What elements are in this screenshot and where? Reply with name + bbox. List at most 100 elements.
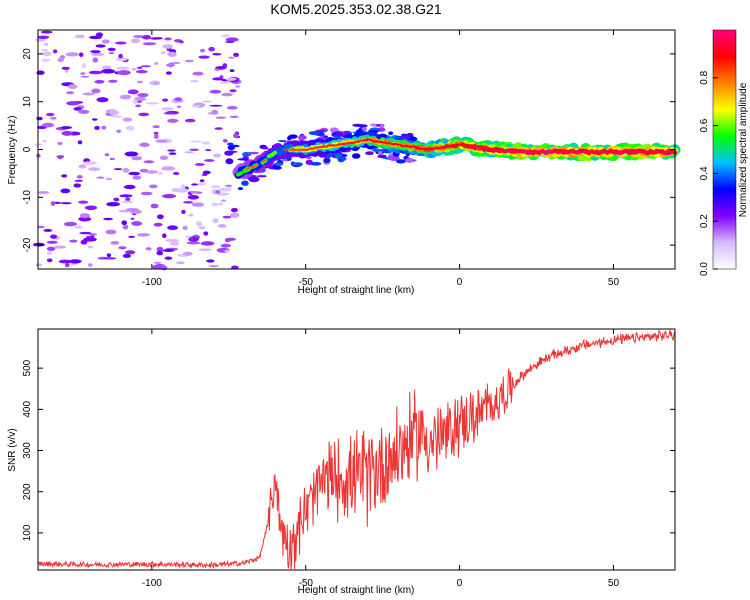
- spectrogram-noise-mark: [164, 37, 172, 41]
- spectrogram-noise-mark: [166, 71, 172, 75]
- spectrogram-noise-mark: [122, 224, 129, 230]
- spectrogram-noise-mark: [108, 79, 118, 83]
- spectrogram-noise-mark: [103, 257, 117, 260]
- spectrogram-noise-mark: [50, 234, 58, 239]
- spectrogram-noise-mark: [37, 35, 50, 39]
- spectrogram-noise-mark: [121, 200, 134, 204]
- spectrogram-noise-mark: [92, 57, 99, 63]
- spectrogram-x-ticks: -100 -50 0 50: [142, 30, 619, 288]
- spectrogram-noise-mark: [65, 263, 70, 268]
- spectrogram-noise-mark: [224, 238, 231, 243]
- spectrogram-noise-mark: [191, 183, 199, 186]
- spectrogram-noise-mark: [181, 184, 186, 190]
- spectrogram-y-tick-label: -10: [22, 190, 33, 205]
- spectrogram-transition-mark: [225, 158, 234, 165]
- spectrogram-noise-mark: [121, 220, 127, 225]
- spectrogram-noise-mark: [185, 59, 194, 63]
- spectrogram-noise-mark: [142, 35, 152, 40]
- spectrogram-noise-mark: [229, 89, 237, 93]
- spectrogram-ridge-segment: [504, 150, 510, 153]
- spectrogram-noise-mark: [164, 256, 173, 260]
- spectrogram-transition-mark: [352, 123, 363, 127]
- spectrogram-noise-mark: [161, 166, 176, 171]
- spectrogram-transition-mark: [323, 135, 329, 138]
- spectrogram-noise-mark: [189, 236, 194, 241]
- spectrogram-transition-mark: [241, 180, 249, 186]
- spectrogram-noise-mark: [145, 247, 152, 251]
- spectrogram-noise-mark: [46, 240, 58, 244]
- spectrogram-noise-mark: [132, 99, 138, 104]
- spectrogram-noise-mark: [184, 151, 194, 154]
- spectrogram-noise-mark: [218, 202, 223, 206]
- spectrogram-noise-mark: [212, 218, 219, 224]
- spectrogram-noise-mark: [138, 112, 150, 117]
- spectrogram-noise-mark: [194, 163, 205, 166]
- spectrogram-noise-mark: [162, 233, 167, 238]
- snr-panel: -100 -50 0 50 100 200 300 400 500 Height of str…: [7, 328, 676, 596]
- spectrogram-noise-mark: [36, 116, 43, 121]
- snr-x-tick-label: -50: [298, 578, 313, 589]
- spectrogram-noise-mark: [157, 214, 164, 220]
- spectrogram-noise-mark: [162, 194, 176, 199]
- spectrogram-noise-mark: [145, 170, 158, 174]
- spectrogram-noise-mark: [212, 153, 222, 158]
- spectrogram-noise-mark: [126, 125, 135, 131]
- spectrogram-noise-mark: [118, 53, 123, 59]
- spectrogram-noise-mark: [162, 249, 175, 252]
- spectrogram-transition-mark: [405, 152, 411, 157]
- spectrogram-noise-mark: [176, 261, 185, 265]
- spectrogram-noise-mark: [103, 217, 113, 221]
- spectrogram-noise-mark: [137, 80, 144, 84]
- spectrogram-noise-mark: [84, 205, 98, 211]
- spectrogram-noise-mark: [153, 131, 159, 135]
- spectrogram-noise-mark: [40, 30, 53, 34]
- spectrogram-noise-mark: [189, 140, 203, 143]
- spectrogram-noise-mark: [88, 70, 103, 75]
- spectrogram-noise-mark: [78, 164, 87, 169]
- spectrogram-noise-mark: [113, 168, 123, 171]
- spectrogram-transition-mark: [305, 156, 312, 159]
- spectrogram-noise-mark: [91, 118, 98, 121]
- spectrogram-transition-mark: [237, 158, 248, 161]
- spectrogram-noise-mark: [73, 183, 82, 188]
- spectrogram-noise-mark: [79, 52, 84, 57]
- spectrogram-noise-mark: [150, 203, 159, 209]
- spectrogram-noise-mark: [108, 110, 120, 116]
- spectrogram-noise-mark: [183, 201, 194, 204]
- spectrogram-noise-mark: [219, 75, 224, 79]
- spectrogram-noise-mark: [156, 250, 164, 256]
- spectrogram-noise-mark: [167, 118, 179, 123]
- spectrogram-noise-mark: [101, 69, 116, 74]
- spectrogram-ridge-segment: [283, 148, 289, 151]
- spectrogram-transition-mark: [315, 129, 327, 133]
- spectrogram-noise-mark: [95, 44, 106, 48]
- spectrogram-noise-mark: [224, 249, 230, 253]
- spectrogram-marks: [32, 30, 681, 271]
- spectrogram-noise-mark: [153, 134, 159, 139]
- spectrogram-noise-mark: [125, 208, 139, 211]
- spectrogram-noise-mark: [106, 253, 112, 257]
- spectrogram-noise-mark: [104, 153, 110, 157]
- spectrogram-noise-mark: [58, 155, 63, 160]
- spectrogram-noise-mark: [230, 207, 238, 213]
- spectrogram-transition-mark: [256, 175, 267, 178]
- spectrogram-noise-mark: [90, 52, 105, 57]
- spectrogram-noise-mark: [119, 194, 133, 198]
- spectrogram-y-tick-label: 20: [22, 48, 33, 60]
- spectrogram-noise-mark: [124, 250, 136, 255]
- spectrogram-noise-mark: [220, 199, 227, 202]
- spectrogram-noise-mark: [34, 143, 43, 146]
- spectrogram-noise-mark: [53, 245, 66, 249]
- spectrogram-noise-mark: [216, 192, 230, 196]
- spectrogram-noise-mark: [161, 265, 168, 271]
- spectrogram-noise-mark: [219, 81, 231, 84]
- spectrogram-noise-mark: [154, 261, 162, 264]
- spectrogram-transition-mark: [388, 131, 394, 135]
- spectrogram-noise-mark: [74, 34, 85, 39]
- spectrogram-noise-mark: [186, 241, 201, 245]
- spectrogram-noise-mark: [137, 233, 150, 237]
- spectrogram-noise-mark: [122, 253, 132, 258]
- spectrogram-noise-mark: [171, 188, 183, 193]
- snr-x-label: Height of straight line (km): [298, 585, 415, 596]
- spectrogram-noise-mark: [83, 237, 97, 242]
